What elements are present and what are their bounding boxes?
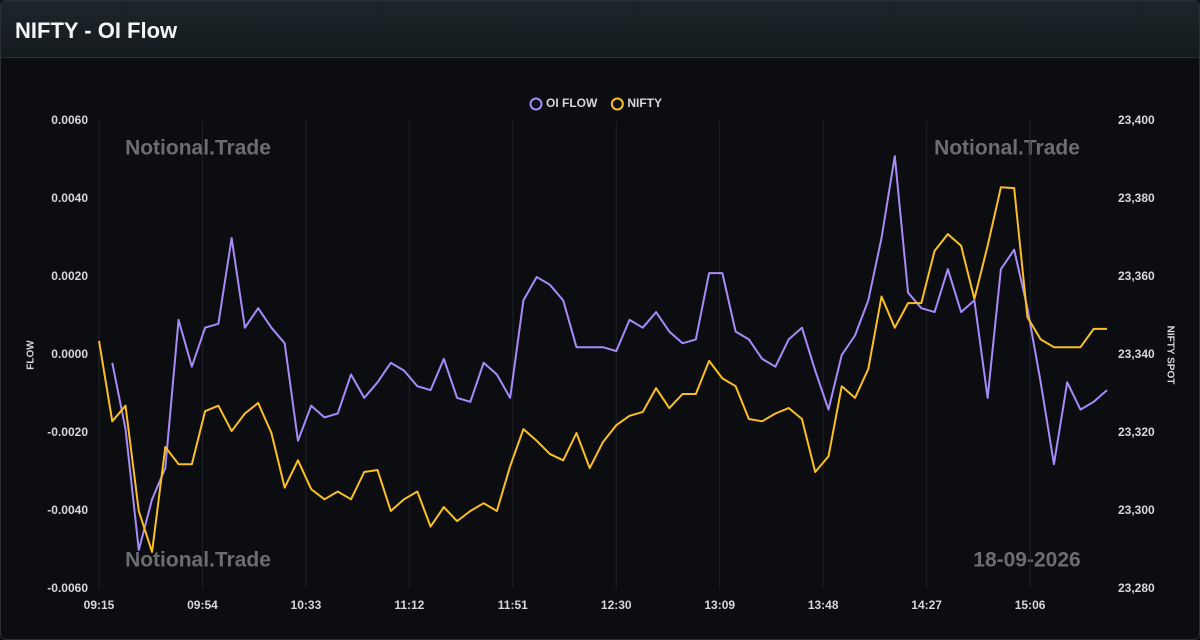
y-tick-label: -0.0020 <box>47 425 88 439</box>
y-tick-label: -0.0060 <box>47 581 88 595</box>
x-tick-label: 11:51 <box>498 598 528 612</box>
y2-tick-label: 23,380 <box>1118 191 1155 205</box>
x-tick-label: 15:06 <box>1015 598 1046 612</box>
y-axis-label: FLOW <box>26 340 37 370</box>
y2-tick-label: 23,320 <box>1118 425 1155 439</box>
y2-tick-label: 23,360 <box>1118 269 1155 283</box>
watermark: Notional.Trade <box>125 137 271 160</box>
legend-label: NIFTY <box>627 96 662 110</box>
y2-axis-label: NIFTY SPOT <box>1164 326 1175 385</box>
y2-tick-label: 23,280 <box>1118 581 1155 595</box>
y-tick-label: 0.0060 <box>51 113 88 127</box>
x-tick-label: 12:30 <box>601 598 632 612</box>
legend-swatch <box>610 97 624 111</box>
y-tick-label: -0.0040 <box>47 503 88 517</box>
x-tick-label: 10:33 <box>291 598 322 612</box>
legend-label: OI FLOW <box>546 96 598 110</box>
y2-tick-label: 23,340 <box>1118 347 1155 361</box>
legend-swatch <box>529 97 543 111</box>
y-tick-label: 0.0020 <box>51 269 88 283</box>
x-tick-label: 13:09 <box>704 598 735 612</box>
x-tick-label: 11:12 <box>394 598 424 612</box>
header: NIFTY - OI Flow <box>1 1 1199 58</box>
x-tick-label: 13:48 <box>808 598 839 612</box>
y2-tick-label: 23,300 <box>1118 503 1155 517</box>
y2-tick-label: 23,400 <box>1118 113 1155 127</box>
line <box>98 186 1107 553</box>
x-tick-label: 09:15 <box>84 598 115 612</box>
watermark: Notional.Trade <box>125 549 271 572</box>
y-tick-label: 0.0040 <box>51 191 88 205</box>
line <box>111 155 1108 551</box>
x-tick-label: 09:54 <box>187 598 218 612</box>
x-tick-label: 14:27 <box>911 598 942 612</box>
title: NIFTY - OI Flow <box>15 18 178 43</box>
y-tick-label: 0.0000 <box>51 347 88 361</box>
watermark: 18-09-2026 <box>973 549 1080 572</box>
watermark: Notional.Trade <box>934 137 1080 160</box>
